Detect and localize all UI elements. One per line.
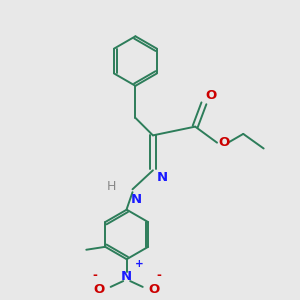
Text: O: O [218, 136, 230, 149]
Text: +: + [135, 259, 144, 269]
Text: O: O [148, 283, 160, 296]
Text: -: - [156, 269, 161, 282]
Text: O: O [94, 283, 105, 296]
Text: H: H [107, 180, 116, 193]
Text: N: N [156, 171, 167, 184]
Text: N: N [131, 193, 142, 206]
Text: N: N [121, 270, 132, 283]
Text: O: O [206, 89, 217, 102]
Text: -: - [92, 269, 97, 282]
